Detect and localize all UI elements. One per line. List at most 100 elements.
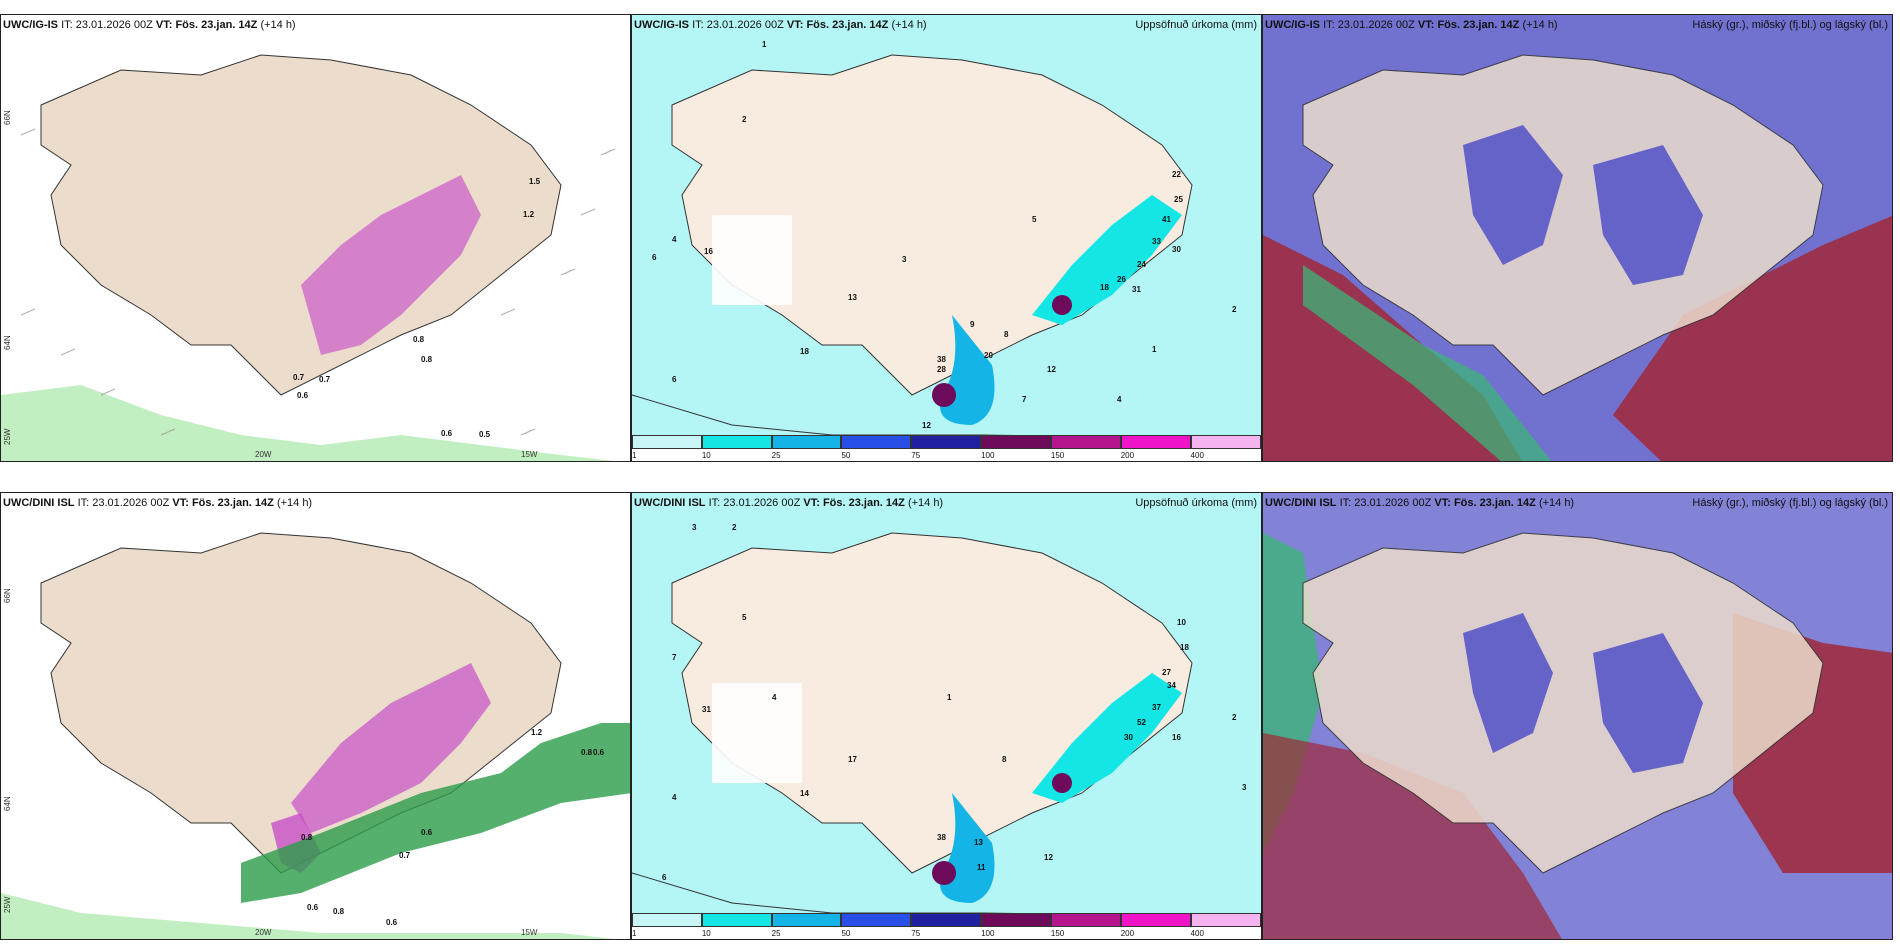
- colorbar-tick: 200: [1120, 451, 1135, 460]
- panel-right-title: Háský (gr.), miðský (fj.bl.) og lágský (…: [1692, 497, 1888, 509]
- colorbar-tick: 75: [911, 929, 921, 938]
- value-label: 4: [1117, 395, 1122, 404]
- value-label: 16: [1172, 733, 1181, 742]
- value-label: 30: [1124, 733, 1133, 742]
- value-label: 5: [742, 613, 747, 622]
- map-surface: [1263, 15, 1892, 461]
- value-label: 0.6: [421, 828, 433, 837]
- lat-label-64: 64N: [3, 796, 12, 811]
- value-label: 4: [772, 693, 777, 702]
- value-label: 1.2: [531, 728, 543, 737]
- colorbar: 1 10 25 50 75 100 150 200 400: [632, 913, 1261, 939]
- value-label: 7: [1022, 395, 1027, 404]
- lat-label-64: 64N: [3, 335, 12, 350]
- colorbar-tick: 100: [981, 929, 995, 938]
- value-label: 2: [732, 523, 737, 532]
- value-label: 0.5: [479, 430, 491, 439]
- value-label: 0.6: [386, 918, 398, 927]
- value-label: 8: [1004, 330, 1009, 339]
- lat-label-25: 25W: [3, 896, 12, 913]
- value-label: 0.6: [593, 748, 605, 757]
- colorbar-swatch: [701, 435, 772, 449]
- value-label: 18: [1100, 283, 1109, 292]
- colorbar-swatch: [841, 913, 912, 927]
- panel-right-title: Uppsöfnuð úrkoma (mm): [1135, 19, 1257, 31]
- value-label: 5: [1032, 215, 1037, 224]
- panel-precip-dini: UWC/DINI ISL IT: 23.01.2026 00Z VT: Fös.…: [631, 492, 1262, 940]
- map-surface: [632, 493, 1261, 915]
- colorbar-swatch: [1190, 435, 1261, 449]
- colorbar-swatch: [1050, 913, 1121, 927]
- colorbar-tick: 25: [771, 929, 781, 938]
- panel-cloud-ig: UWC/IG-IS IT: 23.01.2026 00Z VT: Fös. 23…: [1262, 14, 1893, 462]
- colorbar-swatch: [771, 913, 842, 927]
- value-label: 6: [672, 375, 677, 384]
- panel-wind-snow-dini: UWC/DINI ISL IT: 23.01.2026 00Z VT: Fös.…: [0, 492, 631, 940]
- colorbar-swatch: [841, 435, 912, 449]
- panel-precip-ig: UWC/IG-IS IT: 23.01.2026 00Z VT: Fös. 23…: [631, 14, 1262, 462]
- value-label: 0.6: [441, 429, 453, 438]
- value-label: 12: [1044, 853, 1053, 862]
- value-label: 38: [937, 355, 946, 364]
- value-label: 2: [1232, 713, 1237, 722]
- value-label: 17: [848, 755, 857, 764]
- colorbar-swatch: [911, 435, 982, 449]
- value-label: 33: [1152, 237, 1161, 246]
- value-label: 18: [1180, 643, 1189, 652]
- colorbar-swatch: [911, 913, 982, 927]
- panel-right-title: Háský (gr.), miðský (fj.bl.) og lágský (…: [1692, 19, 1888, 31]
- colorbar-tick: 200: [1120, 929, 1135, 938]
- value-label: 0.7: [293, 373, 305, 382]
- value-label: 0.8: [581, 748, 593, 757]
- panel-title: UWC/IG-IS IT: 23.01.2026 00Z VT: Fös. 23…: [3, 19, 296, 31]
- colorbar-tick: 50: [841, 451, 851, 460]
- value-label: 14: [800, 789, 809, 798]
- colorbar-swatch: [1190, 913, 1261, 927]
- colorbar-tick: 1: [632, 451, 637, 460]
- colorbar-tick: 400: [1190, 929, 1204, 938]
- value-label: 25: [1174, 195, 1183, 204]
- value-label: 20: [984, 351, 993, 360]
- value-label: 9: [970, 320, 975, 329]
- colorbar-tick: 150: [1050, 929, 1065, 938]
- value-label: 24: [1137, 260, 1146, 269]
- panel-title: UWC/DINI ISL IT: 23.01.2026 00Z VT: Fös.…: [634, 497, 944, 509]
- lat-label-66: 66N: [3, 588, 12, 603]
- lon-label-15w: 15W: [521, 928, 538, 937]
- colorbar-tick: 75: [911, 451, 921, 460]
- value-label: 52: [1137, 718, 1146, 727]
- value-label: 1.2: [523, 210, 535, 219]
- value-label: 38: [937, 833, 946, 842]
- colorbar-swatch: [632, 435, 702, 449]
- map-surface: [1, 493, 630, 939]
- value-label: 6: [662, 873, 667, 882]
- panel-title: UWC/DINI ISL IT: 23.01.2026 00Z VT: Fös.…: [1265, 497, 1575, 509]
- colorbar-swatch: [1120, 913, 1191, 927]
- map-surface: [1, 15, 630, 461]
- value-label: 26: [1117, 275, 1126, 284]
- value-label: 27: [1162, 668, 1171, 677]
- value-label: 6: [652, 253, 657, 262]
- colorbar-swatch: [632, 913, 702, 927]
- colorbar-swatch: [701, 913, 772, 927]
- value-label: 7: [672, 653, 677, 662]
- value-label: 18: [800, 347, 809, 356]
- value-label: 30: [1172, 245, 1181, 254]
- colorbar-swatch: [771, 435, 842, 449]
- value-label: 0.7: [319, 375, 331, 384]
- value-label: 1.5: [529, 177, 541, 186]
- value-label: 4: [672, 793, 677, 802]
- lat-label-66: 66N: [3, 110, 12, 125]
- value-label: 0.8: [413, 335, 425, 344]
- value-label: 22: [1172, 170, 1181, 179]
- lon-label-15w: 15W: [521, 450, 538, 459]
- value-label: 0.8: [333, 907, 345, 916]
- value-label: 4: [672, 235, 677, 244]
- value-label: 3: [1242, 783, 1247, 792]
- value-label: 2: [742, 115, 747, 124]
- value-label: 12: [1047, 365, 1056, 374]
- value-label: 41: [1162, 215, 1171, 224]
- colorbar-tick: 10: [701, 929, 711, 938]
- value-label: 13: [974, 838, 983, 847]
- value-label: 12: [922, 421, 931, 430]
